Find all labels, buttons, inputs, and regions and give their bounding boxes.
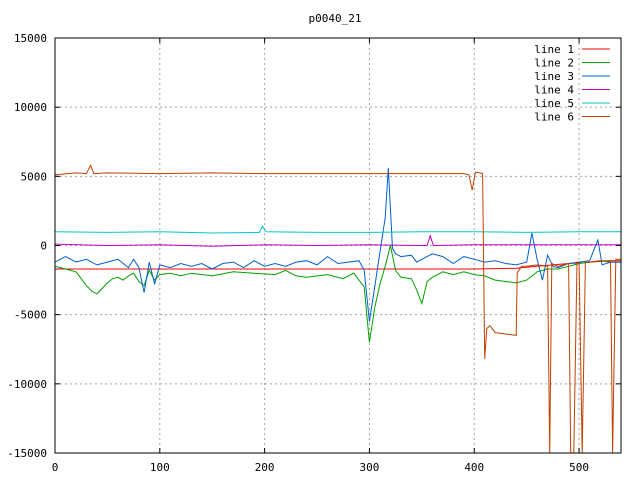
series-line-6 bbox=[55, 164, 621, 453]
x-tick-label: 200 bbox=[255, 461, 275, 474]
series-line-4 bbox=[55, 234, 621, 247]
x-axis: 0 100 200 300 400 500 bbox=[52, 38, 589, 474]
y-tick-label: -10000 bbox=[7, 378, 47, 391]
plot-frame bbox=[54, 37, 622, 454]
legend-label-3: line 3 bbox=[534, 70, 574, 83]
y-axis: -15000 -10000 -5000 0 5000 10000 15000 bbox=[7, 32, 621, 460]
grid-lines bbox=[55, 38, 621, 453]
y-tick-label: 5000 bbox=[21, 170, 48, 183]
y-tick-label: 0 bbox=[40, 240, 47, 253]
x-tick-label: 300 bbox=[360, 461, 380, 474]
x-tick-label: 0 bbox=[52, 461, 59, 474]
legend-label-6: line 6 bbox=[534, 111, 574, 124]
chart-title: p0040_21 bbox=[309, 12, 362, 25]
series-line-5 bbox=[55, 225, 621, 234]
legend-label-5: line 5 bbox=[534, 97, 574, 110]
series-group bbox=[55, 164, 621, 453]
y-tick-label: 15000 bbox=[14, 32, 47, 45]
y-tick-label: -5000 bbox=[14, 309, 47, 322]
x-tick-label: 500 bbox=[569, 461, 589, 474]
y-tick-label: -15000 bbox=[7, 447, 47, 460]
y-tick-label: 10000 bbox=[14, 101, 47, 114]
legend-label-1: line 1 bbox=[534, 43, 574, 56]
legend-label-2: line 2 bbox=[534, 57, 574, 70]
series-line-2 bbox=[55, 245, 621, 343]
x-tick-label: 400 bbox=[464, 461, 484, 474]
series-line-3 bbox=[55, 167, 621, 322]
legend-label-4: line 4 bbox=[534, 84, 574, 97]
x-tick-label: 100 bbox=[150, 461, 170, 474]
